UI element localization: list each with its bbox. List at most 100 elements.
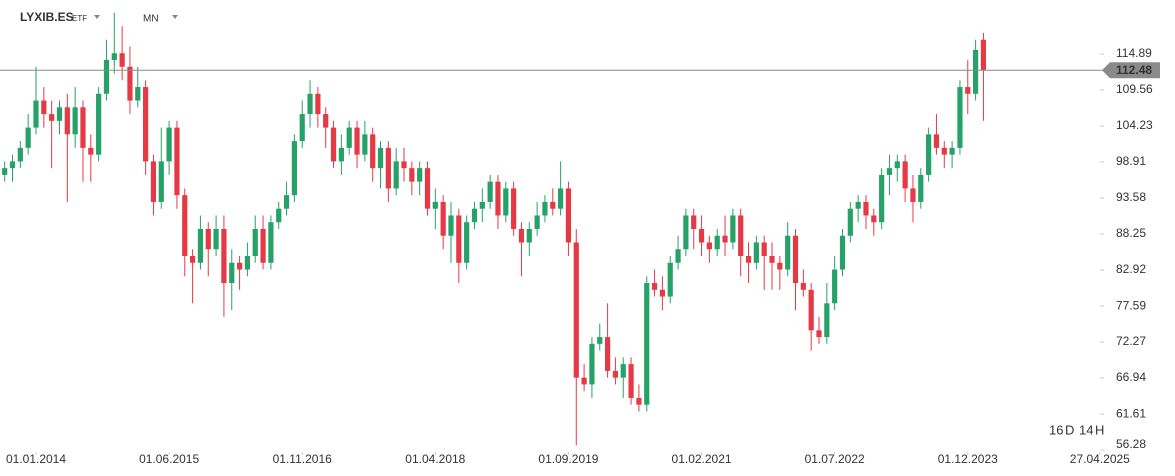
candle bbox=[150, 154, 157, 216]
candle-body bbox=[143, 87, 149, 162]
candle bbox=[511, 181, 517, 236]
candle bbox=[401, 147, 407, 182]
x-tick-label: 01.04.2018 bbox=[405, 452, 465, 466]
candle-body bbox=[276, 208, 282, 223]
x-tick-label: 01.09.2019 bbox=[538, 452, 598, 466]
candle bbox=[863, 195, 869, 229]
candle-body bbox=[244, 256, 251, 270]
candle bbox=[651, 269, 658, 297]
candle bbox=[604, 303, 611, 378]
candle-body bbox=[315, 93, 321, 115]
candle-body bbox=[291, 141, 297, 196]
y-tick-label: 61.61 bbox=[1116, 406, 1146, 420]
candle bbox=[675, 235, 681, 270]
candle-body bbox=[753, 242, 759, 263]
candle-body bbox=[440, 201, 446, 236]
candle-body bbox=[346, 127, 352, 148]
candle bbox=[64, 93, 70, 202]
candle-body bbox=[370, 134, 376, 169]
candle bbox=[338, 134, 344, 175]
x-tick-label: 27.04.2025 bbox=[1070, 452, 1130, 466]
candle bbox=[417, 161, 423, 196]
candle-body bbox=[72, 107, 78, 135]
candle-body bbox=[182, 195, 188, 257]
candle-body bbox=[667, 262, 673, 297]
candle-body bbox=[518, 228, 525, 243]
candle bbox=[886, 154, 893, 196]
candle bbox=[957, 80, 963, 155]
countdown-day-unit: D bbox=[1065, 422, 1074, 437]
candle-body bbox=[283, 195, 290, 209]
candle-body bbox=[636, 397, 642, 405]
candle bbox=[119, 26, 125, 81]
y-tick-label: 66.94 bbox=[1116, 370, 1146, 384]
candle-body bbox=[417, 168, 423, 182]
countdown: 16 D 14 H bbox=[1049, 422, 1104, 437]
candle bbox=[714, 228, 720, 257]
candle-body bbox=[612, 370, 619, 378]
candle-body bbox=[103, 60, 110, 94]
candle bbox=[542, 195, 548, 223]
candle bbox=[17, 141, 23, 169]
candle bbox=[456, 208, 462, 284]
candle bbox=[777, 256, 783, 290]
candle bbox=[620, 357, 626, 398]
candle-body bbox=[25, 127, 31, 148]
candle-body bbox=[949, 147, 955, 155]
candle-body bbox=[691, 215, 697, 229]
candle-body bbox=[409, 168, 415, 182]
y-tick-label: 72.27 bbox=[1116, 334, 1146, 348]
candle-body bbox=[722, 235, 728, 243]
y-tick-label: 93.58 bbox=[1116, 190, 1146, 204]
candle-body bbox=[150, 161, 157, 202]
candle bbox=[229, 249, 235, 311]
candle-body bbox=[847, 208, 853, 236]
candle bbox=[565, 181, 572, 257]
candle-body bbox=[213, 228, 219, 250]
candle bbox=[581, 364, 587, 392]
candle bbox=[49, 100, 55, 169]
candle bbox=[56, 100, 63, 135]
interval-dropdown[interactable] bbox=[172, 15, 178, 19]
candle-body bbox=[401, 161, 407, 169]
candle-body bbox=[581, 377, 587, 385]
candle bbox=[244, 242, 251, 277]
symbol[interactable]: LYXIB.ES bbox=[20, 10, 74, 24]
candle bbox=[871, 208, 877, 236]
candle-body bbox=[393, 161, 399, 189]
candle bbox=[738, 208, 744, 277]
y-tick-label: 82.92 bbox=[1116, 262, 1146, 276]
candle-body bbox=[534, 215, 540, 229]
candle bbox=[205, 222, 211, 277]
candle-body bbox=[558, 188, 564, 209]
candle-body bbox=[628, 364, 634, 398]
candle bbox=[933, 114, 940, 155]
candle bbox=[41, 87, 47, 128]
candle bbox=[354, 120, 360, 169]
candle bbox=[792, 228, 799, 311]
candle bbox=[691, 208, 697, 250]
candle-body bbox=[323, 114, 329, 128]
candle bbox=[221, 215, 227, 317]
candle-body bbox=[808, 289, 814, 331]
candle-body bbox=[980, 39, 987, 71]
symbol-dropdown[interactable] bbox=[94, 15, 100, 19]
candle-body bbox=[88, 147, 94, 155]
candle bbox=[9, 154, 16, 182]
candle-body bbox=[573, 242, 579, 378]
candle bbox=[722, 215, 728, 257]
interval[interactable]: MN bbox=[143, 14, 159, 25]
candle-body bbox=[738, 215, 744, 257]
candle bbox=[2, 161, 8, 182]
candle bbox=[127, 46, 133, 115]
candle bbox=[432, 188, 438, 229]
candle bbox=[800, 269, 806, 297]
candle-body bbox=[448, 215, 454, 236]
candle-body bbox=[229, 262, 235, 284]
candle-body bbox=[918, 174, 924, 202]
candle bbox=[88, 134, 94, 182]
candle-body bbox=[487, 181, 493, 202]
candle bbox=[283, 181, 290, 216]
candle bbox=[135, 66, 141, 108]
